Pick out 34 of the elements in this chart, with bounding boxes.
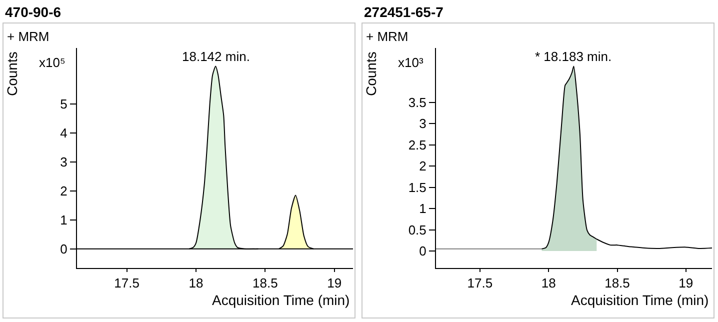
- y-tick-label: 0: [419, 244, 426, 259]
- y-tick-label: 0: [60, 241, 68, 256]
- x-tick-label: 19: [327, 276, 342, 291]
- x-axis-title: Acquisition Time (min): [571, 292, 709, 308]
- y-tick-label: 1.5: [408, 180, 426, 195]
- y-tick-label: 2: [60, 183, 68, 198]
- y-tick-label: 3: [60, 154, 68, 170]
- annotation: * 18.183 min.: [535, 49, 612, 64]
- y-tick-label: 1: [60, 212, 68, 228]
- y-tick-label: 5: [60, 96, 68, 112]
- y-tick-label: 2: [419, 158, 426, 174]
- y-axis-title: Counts: [363, 52, 379, 96]
- text: x10⁵: [39, 55, 66, 70]
- x-tick-label: 18.5: [252, 276, 278, 291]
- text: x10³: [398, 55, 424, 70]
- x-tick-label: 17.5: [467, 276, 493, 291]
- x-tick-label: 18: [188, 276, 204, 291]
- text: + MRM: [7, 29, 50, 44]
- y-tick-label: 0.5: [408, 222, 426, 238]
- x-tick-label: 17.5: [114, 276, 140, 291]
- y-axis-title: Counts: [4, 52, 20, 96]
- x-axis-title: Acquisition Time (min): [212, 292, 350, 308]
- x-tick-label: 19: [678, 276, 694, 291]
- text: + MRM: [366, 29, 408, 44]
- chart-title: 470-90-6: [5, 4, 62, 20]
- y-tick-label: 2.5: [408, 137, 426, 152]
- x-tick-label: 18: [541, 276, 556, 291]
- x-tick-label: 18.5: [604, 276, 630, 291]
- y-tick-label: 3.5: [408, 94, 426, 110]
- y-tick-label: 4: [60, 125, 68, 140]
- annotation: 18.142 min.: [182, 49, 250, 64]
- y-tick-label: 3: [419, 116, 426, 132]
- y-tick-label: 1: [419, 201, 426, 216]
- chart-title: 272451-65-7: [364, 4, 444, 20]
